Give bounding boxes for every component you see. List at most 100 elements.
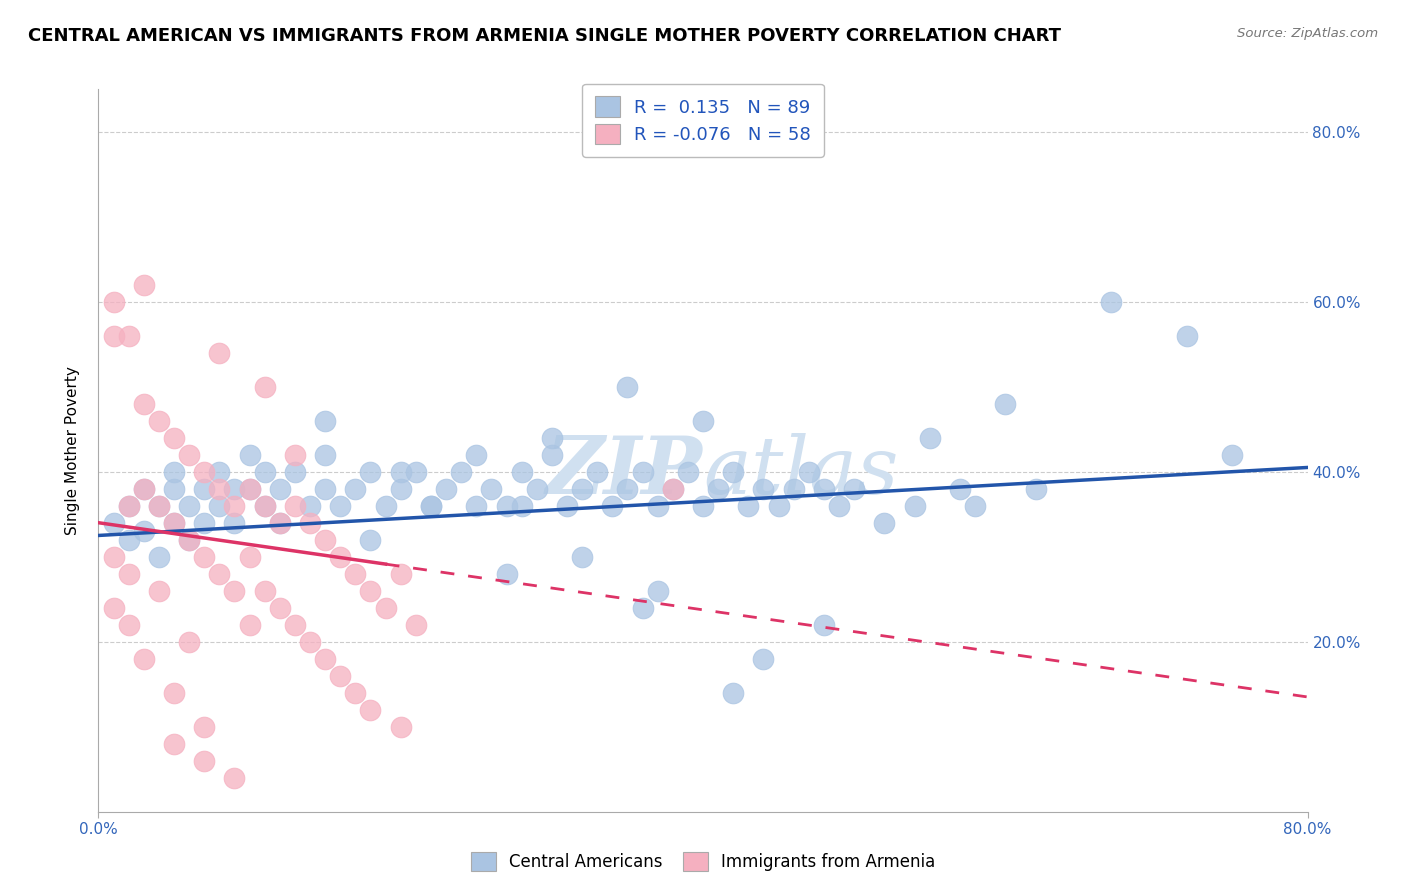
Point [661, 482, 683, 496]
Point [132, 397, 155, 411]
Point [253, 380, 276, 394]
Point [540, 448, 562, 462]
Point [360, 465, 382, 479]
Point [193, 516, 215, 530]
Point [647, 583, 669, 598]
Point [103, 549, 125, 564]
Point [239, 617, 262, 632]
Point [344, 686, 367, 700]
Point [797, 465, 820, 479]
Point [752, 651, 775, 665]
Point [813, 617, 835, 632]
Point [949, 482, 972, 496]
Point [374, 600, 396, 615]
Text: ZIP: ZIP [546, 434, 703, 511]
Point [208, 499, 231, 513]
Point [208, 465, 231, 479]
Point [586, 465, 609, 479]
Point [118, 566, 141, 581]
Point [314, 414, 336, 428]
Point [284, 448, 307, 462]
Point [118, 617, 141, 632]
Point [329, 669, 352, 683]
Point [103, 328, 125, 343]
Point [132, 651, 155, 665]
Point [904, 499, 927, 513]
Point [193, 754, 215, 768]
Point [692, 499, 714, 513]
Point [481, 482, 503, 496]
Point [103, 294, 125, 309]
Point [768, 499, 790, 513]
Point [420, 499, 443, 513]
Point [179, 634, 201, 648]
Point [253, 499, 276, 513]
Point [571, 482, 593, 496]
Point [208, 566, 231, 581]
Point [163, 482, 186, 496]
Point [224, 583, 246, 598]
Text: Source: ZipAtlas.com: Source: ZipAtlas.com [1237, 27, 1378, 40]
Point [284, 465, 307, 479]
Point [647, 499, 669, 513]
Point [253, 583, 276, 598]
Point [208, 482, 231, 496]
Point [239, 448, 262, 462]
Point [148, 499, 170, 513]
Point [269, 600, 291, 615]
Point [737, 499, 759, 513]
Point [389, 720, 412, 734]
Point [1175, 328, 1198, 343]
Point [269, 516, 291, 530]
Point [918, 431, 941, 445]
Point [118, 328, 141, 343]
Text: atlas: atlas [703, 434, 898, 511]
Point [631, 600, 654, 615]
Legend: R =  0.135   N = 89, R = -0.076   N = 58: R = 0.135 N = 89, R = -0.076 N = 58 [582, 84, 824, 157]
Point [269, 482, 291, 496]
Point [465, 448, 488, 462]
Point [193, 720, 215, 734]
Point [163, 516, 186, 530]
Point [118, 499, 141, 513]
Point [163, 465, 186, 479]
Point [602, 499, 624, 513]
Point [360, 533, 382, 547]
Point [314, 651, 336, 665]
Point [692, 414, 714, 428]
Point [299, 516, 322, 530]
Point [828, 499, 851, 513]
Point [163, 737, 186, 751]
Point [299, 499, 322, 513]
Point [239, 549, 262, 564]
Y-axis label: Single Mother Poverty: Single Mother Poverty [65, 366, 80, 535]
Point [329, 549, 352, 564]
Point [179, 533, 201, 547]
Point [103, 600, 125, 615]
Point [994, 397, 1017, 411]
Point [495, 499, 517, 513]
Point [239, 482, 262, 496]
Point [118, 533, 141, 547]
Point [676, 465, 699, 479]
Point [360, 703, 382, 717]
Point [239, 482, 262, 496]
Point [253, 499, 276, 513]
Point [329, 499, 352, 513]
Point [844, 482, 866, 496]
Point [163, 431, 186, 445]
Point [314, 533, 336, 547]
Point [873, 516, 896, 530]
Legend: Central Americans, Immigrants from Armenia: Central Americans, Immigrants from Armen… [463, 843, 943, 880]
Point [783, 482, 806, 496]
Point [526, 482, 548, 496]
Point [193, 549, 215, 564]
Point [163, 516, 186, 530]
Point [284, 617, 307, 632]
Text: CENTRAL AMERICAN VS IMMIGRANTS FROM ARMENIA SINGLE MOTHER POVERTY CORRELATION CH: CENTRAL AMERICAN VS IMMIGRANTS FROM ARME… [28, 27, 1062, 45]
Point [208, 345, 231, 359]
Point [420, 499, 443, 513]
Point [299, 634, 322, 648]
Point [179, 499, 201, 513]
Point [118, 499, 141, 513]
